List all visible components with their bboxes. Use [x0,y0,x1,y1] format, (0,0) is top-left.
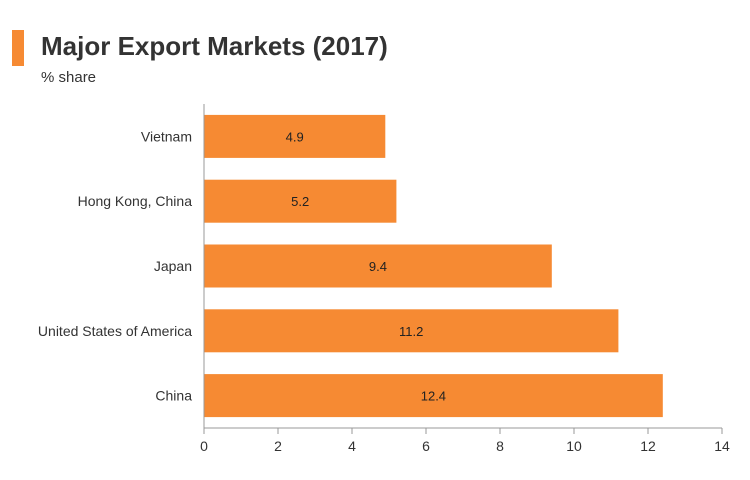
data-label: 11.2 [399,324,423,339]
x-tick-label: 14 [714,438,730,454]
title-accent-bar [12,30,24,66]
x-tick-label: 0 [200,438,208,454]
x-tick-label: 4 [348,438,356,454]
x-tick-label: 12 [640,438,656,454]
category-label: United States of America [38,323,192,339]
bar [204,179,397,223]
x-tick-label: 6 [422,438,430,454]
x-tick-label: 10 [566,438,582,454]
category-label: China [155,388,192,404]
chart-subtitle: % share [41,69,97,86]
bar [204,114,386,158]
category-label: Japan [154,258,192,274]
category-label: Vietnam [141,128,192,144]
category-label: Hong Kong, China [78,193,193,209]
data-label: 5.2 [291,194,309,209]
bar [204,309,619,353]
data-label: 4.9 [286,129,304,144]
bar [204,374,663,418]
data-label: 9.4 [369,259,387,274]
x-tick-label: 2 [274,438,282,454]
data-label: 12.4 [421,389,446,404]
bar [204,244,552,288]
x-tick-label: 8 [496,438,504,454]
chart-title: Major Export Markets (2017) [41,31,388,61]
